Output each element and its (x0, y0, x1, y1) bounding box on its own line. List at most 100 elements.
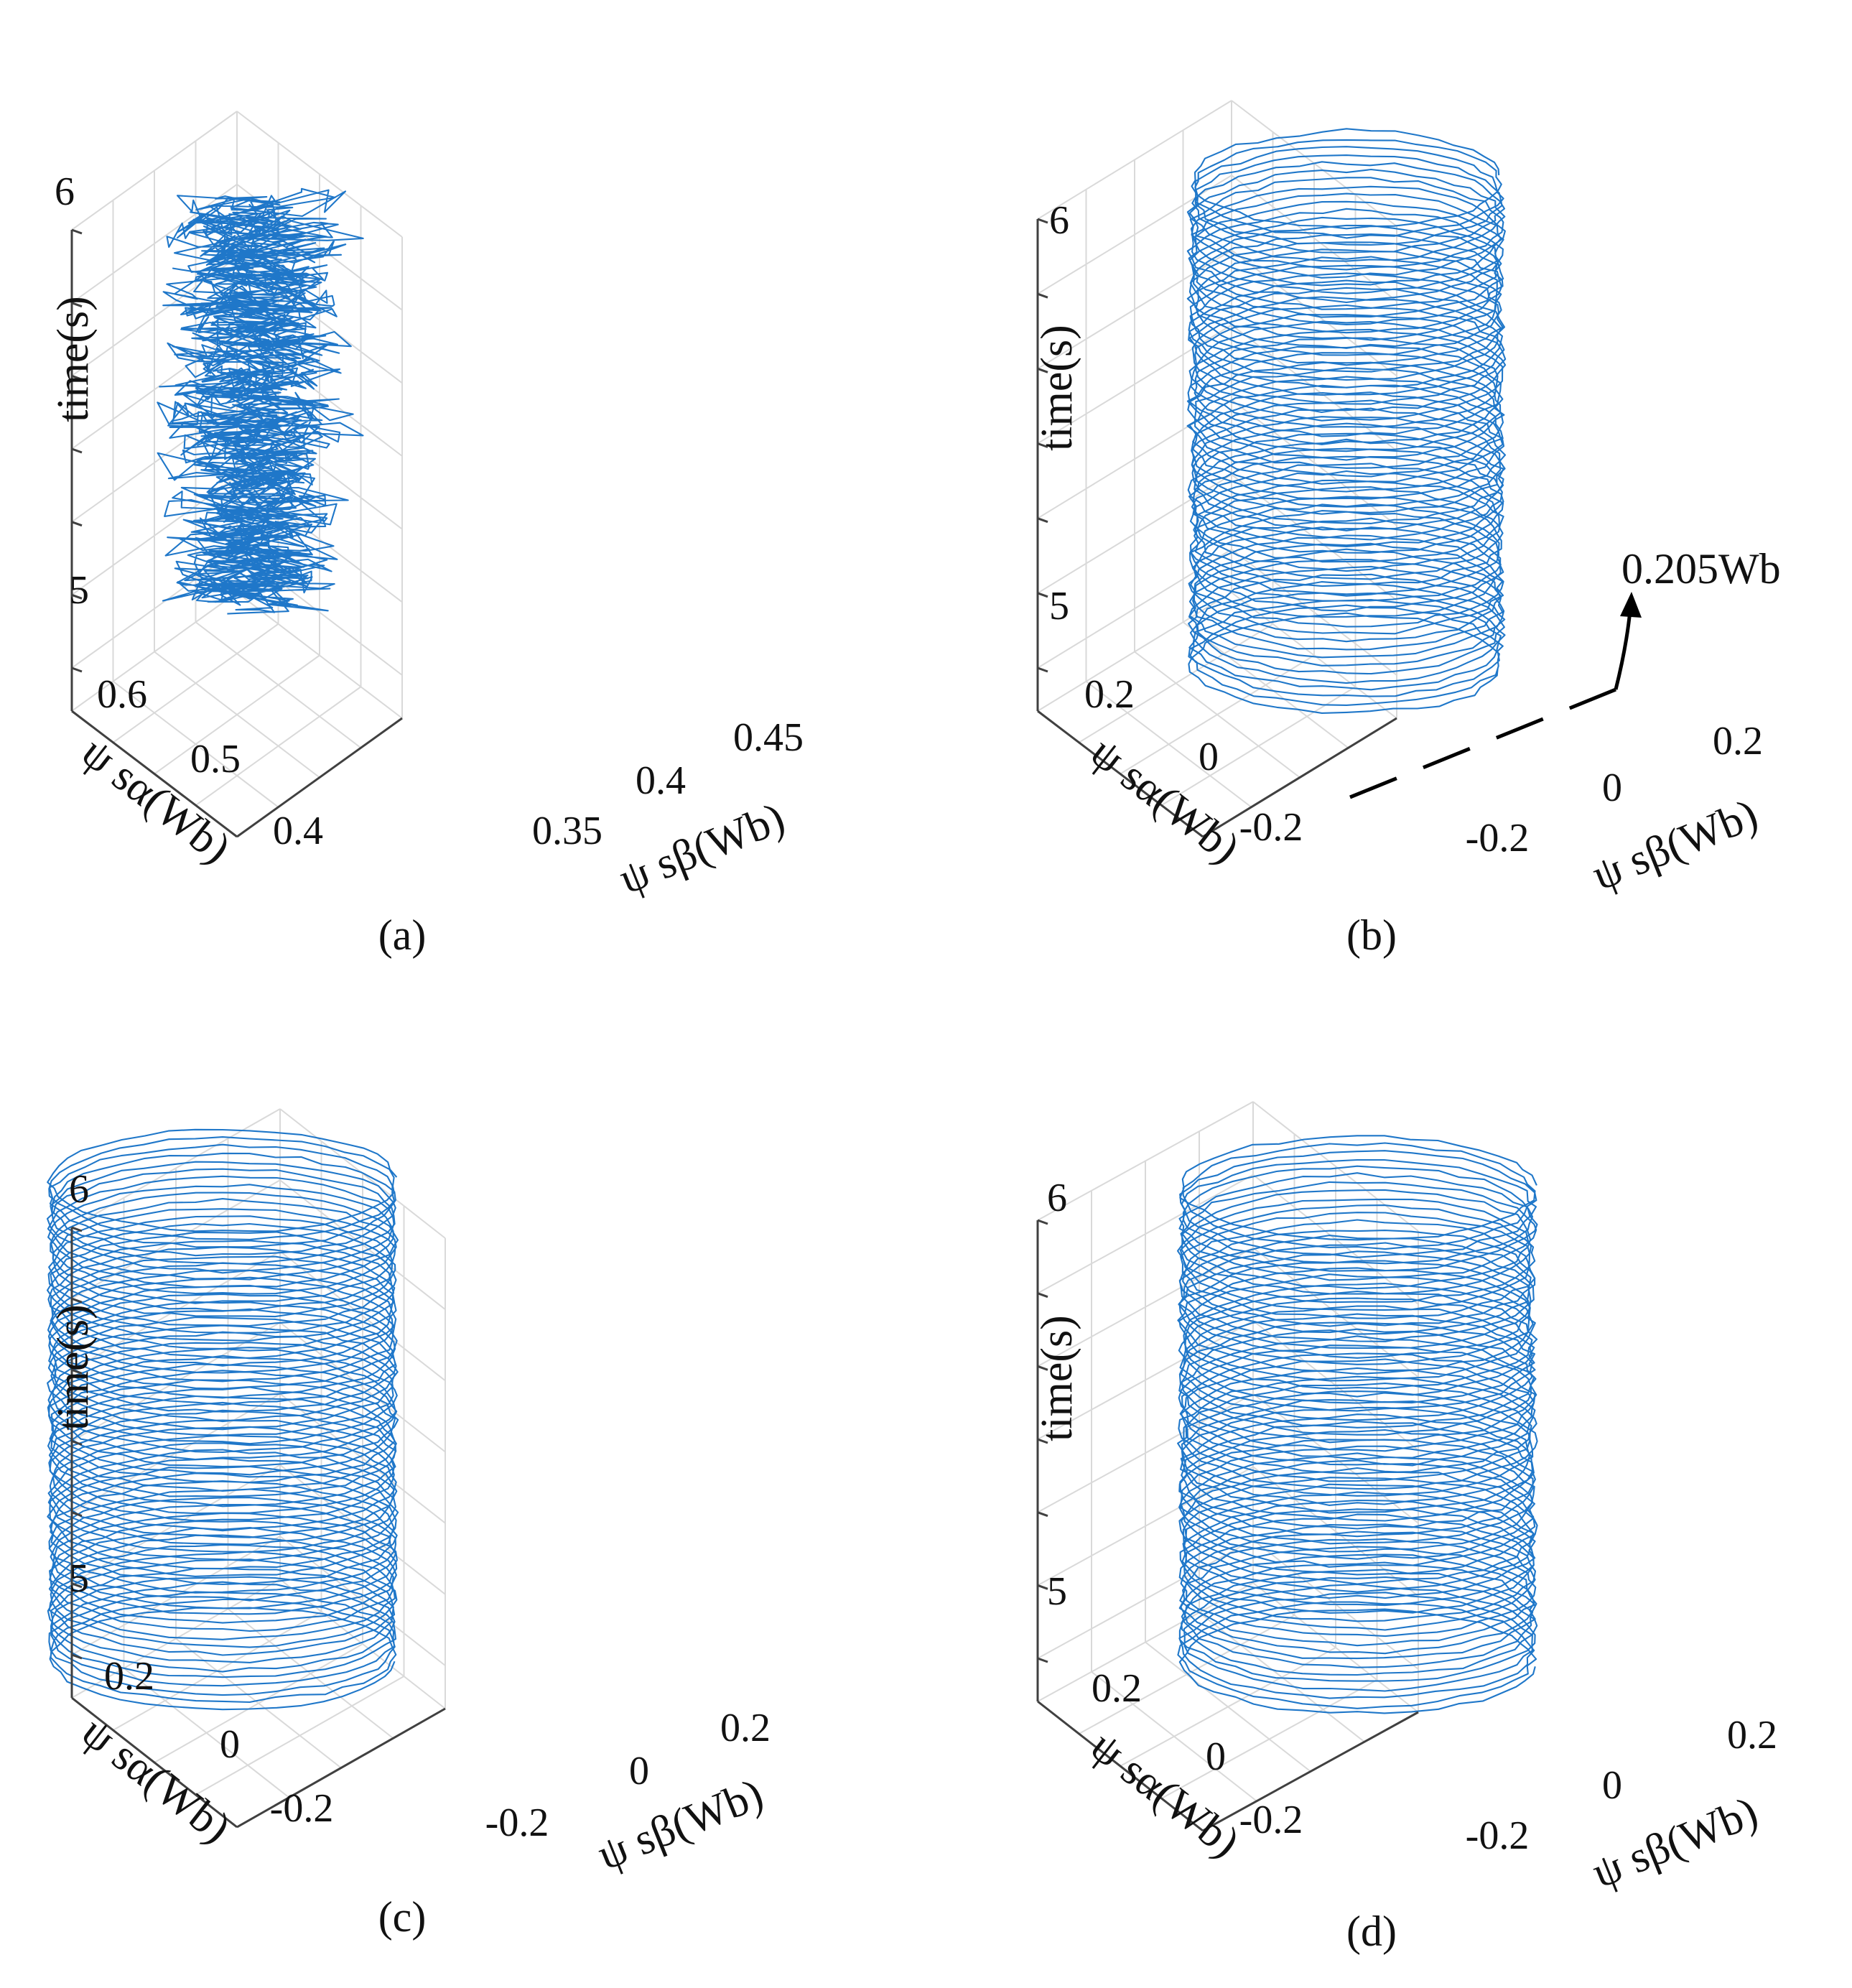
subplot-a-svg: 6 5 time(s) 0.6 0.5 0.4 ψ sα(Wb) 0.35 0.… (49, 111, 804, 959)
y-tick-label: 0.2 (1713, 719, 1763, 763)
flux-trajectory (46, 1128, 399, 1711)
x-tick-label: 0.5 (190, 737, 241, 781)
grid-line (71, 592, 238, 712)
axes-box (1036, 1219, 1419, 1832)
grid-line (71, 330, 238, 450)
z-tick (71, 1440, 83, 1446)
grid-line (71, 111, 238, 231)
z-tick (1037, 1657, 1048, 1663)
grid-line (1037, 1582, 1254, 1702)
grid-line (279, 1464, 446, 1595)
subplot-d: 6 5 time(s) 0.2 0 -0.2 ψ sα(Wb) -0.2 0 0… (926, 994, 1852, 1988)
z-axis-label: time(s) (49, 1304, 98, 1431)
z-tick (71, 374, 83, 381)
z-tick (71, 1653, 83, 1660)
subplot-caption: (d) (1346, 1908, 1397, 1955)
z-tick-label: 6 (55, 169, 75, 214)
x-tick-label: 0 (1206, 1734, 1226, 1779)
grid-line (1037, 100, 1232, 220)
grid-line (71, 1536, 281, 1655)
x-tick-label: -0.2 (1239, 805, 1303, 850)
grid-line (1231, 175, 1397, 302)
y-tick-label: 0.35 (532, 809, 602, 853)
grid-line (236, 330, 403, 457)
x-axis-label: ψ sα(Wb) (1081, 728, 1248, 873)
z-tick-label: 6 (1049, 198, 1069, 243)
grid-line (1037, 1247, 1254, 1367)
y-tick-label: -0.2 (1466, 1813, 1530, 1858)
z-axis-label: time(s) (49, 296, 98, 422)
y-axis-line (1202, 717, 1397, 838)
grid-line (236, 111, 403, 238)
z-tick (1037, 1584, 1048, 1590)
grid-line (71, 1108, 281, 1228)
grid-line (1231, 549, 1397, 676)
z-tick (71, 1582, 83, 1589)
z-tick-label: 5 (1049, 584, 1069, 628)
z-tick (1037, 1438, 1048, 1444)
y-tick-label: 0 (1602, 1763, 1622, 1808)
radius-label: 0.205Wb (1621, 545, 1781, 593)
radius-arrow (1614, 610, 1632, 690)
z-tick (1037, 442, 1048, 448)
x-tick-label: -0.2 (270, 1786, 334, 1831)
flux-trajectory (1186, 128, 1507, 714)
grid-line (1037, 473, 1232, 594)
grid-line (1037, 249, 1232, 370)
y-axis-line (236, 717, 403, 838)
y-tick-label: 0.2 (1727, 1713, 1777, 1757)
x-tick-label: 0.2 (104, 1654, 154, 1699)
z-axis-label: time(s) (1033, 1315, 1081, 1441)
grid-line (1037, 1174, 1254, 1294)
x-tick-label: 0.4 (273, 809, 323, 853)
grid-line (71, 549, 238, 669)
grid-line (1037, 1539, 1254, 1659)
grid-line (154, 651, 320, 779)
z-tick (1037, 367, 1048, 373)
x-axis-line (71, 1696, 238, 1829)
grid-line (1199, 1612, 1365, 1743)
grid-line (279, 1393, 446, 1524)
x-tick-label: 0.2 (1084, 672, 1135, 717)
flux-trajectory (157, 187, 364, 615)
z-tick (1037, 1511, 1048, 1518)
trajectory (1176, 1135, 1538, 1714)
grid (1037, 1101, 1419, 1831)
subplot-c-svg: 6 5 time(s) 0.2 0 -0.2 ψ sα(Wb) -0.2 0 0… (46, 1108, 771, 1941)
z-tick-label: 6 (69, 1167, 89, 1212)
z-tick (71, 666, 83, 673)
trajectory (46, 1128, 399, 1711)
z-tick-label: 5 (1047, 1569, 1067, 1614)
z-tick (1037, 218, 1048, 224)
grid-line (71, 1179, 281, 1300)
grid-line (71, 183, 238, 304)
z-tick (71, 1511, 83, 1518)
grid-line (1078, 623, 1274, 743)
z-axis-label: time(s) (1033, 325, 1081, 451)
z-tick (71, 1368, 83, 1375)
axes-box (70, 228, 403, 838)
subplot-caption: (a) (378, 911, 427, 959)
y-tick-label: 0 (629, 1749, 649, 1793)
grid-line (1145, 1641, 1311, 1773)
axes-box (70, 1226, 446, 1829)
z-tick (1037, 517, 1048, 524)
subplot-b: 0.205Wb 6 5 time(s) 0.2 0 -0.2 ψ sα(Wb) … (926, 0, 1852, 994)
grid-line (195, 621, 362, 749)
radius-annotation: 0.205Wb (1349, 545, 1781, 799)
y-axis-line (236, 1707, 446, 1829)
subplot-b-svg: 0.205Wb 6 5 time(s) 0.2 0 -0.2 ψ sα(Wb) … (1033, 100, 1781, 959)
x-tick-label: -0.2 (1239, 1798, 1303, 1842)
grid-line (1037, 324, 1232, 445)
z-tick-label: 5 (69, 568, 89, 613)
x-tick-label: 0 (1199, 735, 1219, 779)
grid-line (236, 592, 403, 719)
axes-box (1036, 218, 1397, 838)
grid-line (1182, 621, 1349, 749)
grid-line (1252, 1101, 1419, 1232)
subplot-a: 6 5 time(s) 0.6 0.5 0.4 ψ sα(Wb) 0.35 0.… (0, 0, 926, 994)
radius-dashed-line (1349, 687, 1616, 799)
trajectory (157, 187, 364, 615)
y-tick-label: 0 (1602, 766, 1622, 810)
subplot-c: 6 5 time(s) 0.2 0 -0.2 ψ sα(Wb) -0.2 0 0… (0, 994, 926, 1988)
